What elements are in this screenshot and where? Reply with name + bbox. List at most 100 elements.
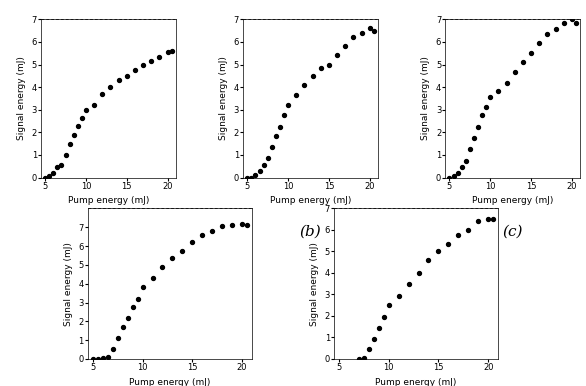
Point xyxy=(275,124,285,130)
Point xyxy=(354,356,363,362)
Y-axis label: Signal energy (mJ): Signal energy (mJ) xyxy=(310,242,319,326)
Point xyxy=(217,223,227,229)
Point xyxy=(57,162,66,168)
Point xyxy=(379,314,389,320)
Point xyxy=(316,65,325,71)
Point xyxy=(534,40,544,46)
Point xyxy=(53,164,62,171)
Point xyxy=(365,25,374,31)
Point xyxy=(571,20,581,26)
Point xyxy=(255,168,264,174)
Point xyxy=(567,16,577,22)
Point xyxy=(227,222,237,229)
Point xyxy=(158,264,167,270)
Point xyxy=(105,84,115,90)
Y-axis label: Signal energy (mJ): Signal energy (mJ) xyxy=(17,56,26,141)
Point xyxy=(45,173,54,179)
Point xyxy=(188,239,197,245)
Point xyxy=(98,91,107,97)
Point xyxy=(461,157,471,164)
Point xyxy=(300,82,309,88)
Point xyxy=(167,48,176,54)
Point xyxy=(114,77,123,83)
Point xyxy=(510,69,519,76)
Point xyxy=(349,34,358,41)
Point xyxy=(146,58,156,64)
Y-axis label: Signal energy (mJ): Signal energy (mJ) xyxy=(219,56,228,141)
Point xyxy=(138,284,147,291)
Point xyxy=(77,115,87,121)
Point xyxy=(434,248,443,254)
Point xyxy=(364,346,373,352)
Point xyxy=(369,27,379,34)
Point xyxy=(130,67,139,73)
X-axis label: Pump energy (mJ): Pump energy (mJ) xyxy=(376,378,456,386)
Point xyxy=(551,26,560,32)
Y-axis label: Signal energy (mJ): Signal energy (mJ) xyxy=(64,242,73,326)
Point xyxy=(123,315,132,321)
Point xyxy=(267,144,277,150)
Point xyxy=(359,355,369,361)
Point xyxy=(308,73,317,79)
Point xyxy=(489,216,498,222)
Point xyxy=(449,173,458,179)
Point xyxy=(473,218,483,224)
X-axis label: Pump energy (mJ): Pump energy (mJ) xyxy=(472,196,553,205)
Point xyxy=(73,122,83,129)
X-axis label: Pump energy (mJ): Pump energy (mJ) xyxy=(270,196,351,205)
Point xyxy=(168,255,177,261)
Point xyxy=(138,61,148,68)
Point xyxy=(502,80,512,86)
Point xyxy=(207,228,217,234)
Point xyxy=(271,133,281,139)
Point xyxy=(445,174,454,181)
Point xyxy=(454,232,463,239)
Point xyxy=(243,174,252,181)
Point xyxy=(292,92,301,98)
Point xyxy=(559,20,568,26)
Point xyxy=(93,356,103,362)
Point xyxy=(464,227,473,233)
Point xyxy=(473,124,483,130)
Text: (c): (c) xyxy=(503,225,523,239)
Point xyxy=(394,293,403,299)
Point xyxy=(69,132,79,138)
Point xyxy=(155,54,164,60)
Point xyxy=(444,241,453,247)
X-axis label: Pump energy (mJ): Pump energy (mJ) xyxy=(68,196,149,205)
Point xyxy=(163,49,172,55)
Point xyxy=(324,61,333,68)
Point xyxy=(424,257,433,263)
Point xyxy=(526,50,536,56)
Point xyxy=(494,87,503,93)
Point xyxy=(251,172,260,178)
Point xyxy=(237,221,247,227)
Point xyxy=(65,141,74,147)
Point xyxy=(122,73,131,79)
Point xyxy=(374,325,383,331)
Point xyxy=(247,174,256,181)
Point xyxy=(90,102,99,108)
Point xyxy=(81,107,91,113)
Point xyxy=(259,162,268,168)
Point xyxy=(49,170,58,176)
Point xyxy=(332,52,342,59)
Point xyxy=(453,170,462,176)
Point xyxy=(280,112,289,119)
Point xyxy=(486,94,495,100)
Point xyxy=(404,281,413,287)
Point xyxy=(284,102,293,108)
Point xyxy=(543,31,552,37)
Point xyxy=(457,164,466,171)
Text: (a): (a) xyxy=(98,225,119,239)
Point xyxy=(197,232,207,238)
Point xyxy=(478,112,487,119)
Point xyxy=(465,146,475,152)
Point xyxy=(243,222,252,229)
Point xyxy=(61,152,70,158)
Point xyxy=(384,302,393,308)
Point xyxy=(482,104,491,110)
Point xyxy=(340,43,350,49)
Point xyxy=(178,248,187,254)
Text: (b): (b) xyxy=(299,225,322,239)
